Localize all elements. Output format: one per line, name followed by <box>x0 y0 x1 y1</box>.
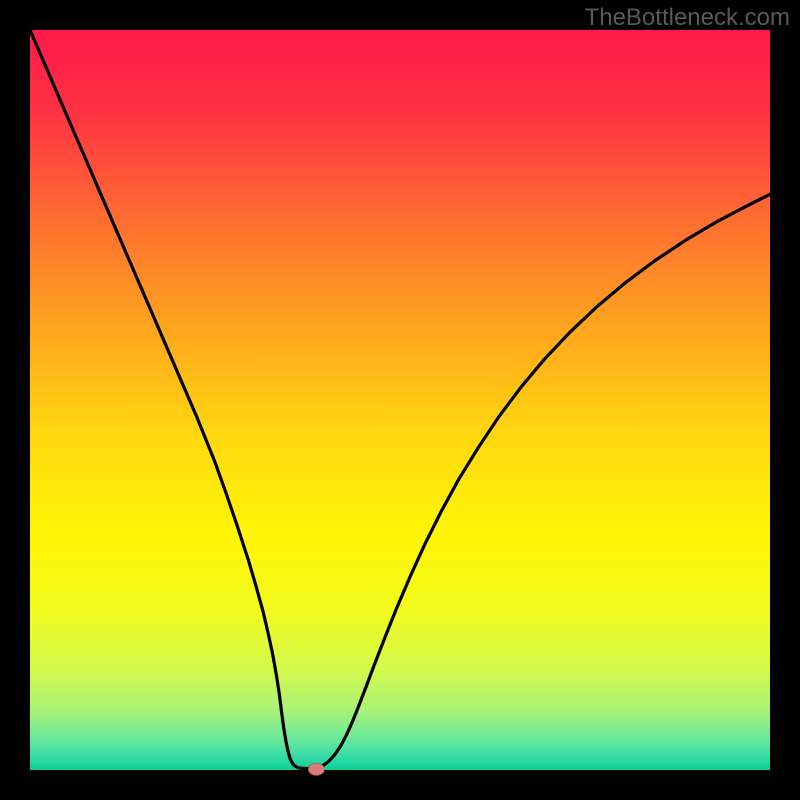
watermark-label: TheBottleneck.com <box>585 4 790 32</box>
bottleneck-chart <box>0 0 800 800</box>
chart-frame: TheBottleneck.com <box>0 0 800 800</box>
optimal-point-marker <box>308 763 324 775</box>
plot-background <box>30 30 770 770</box>
